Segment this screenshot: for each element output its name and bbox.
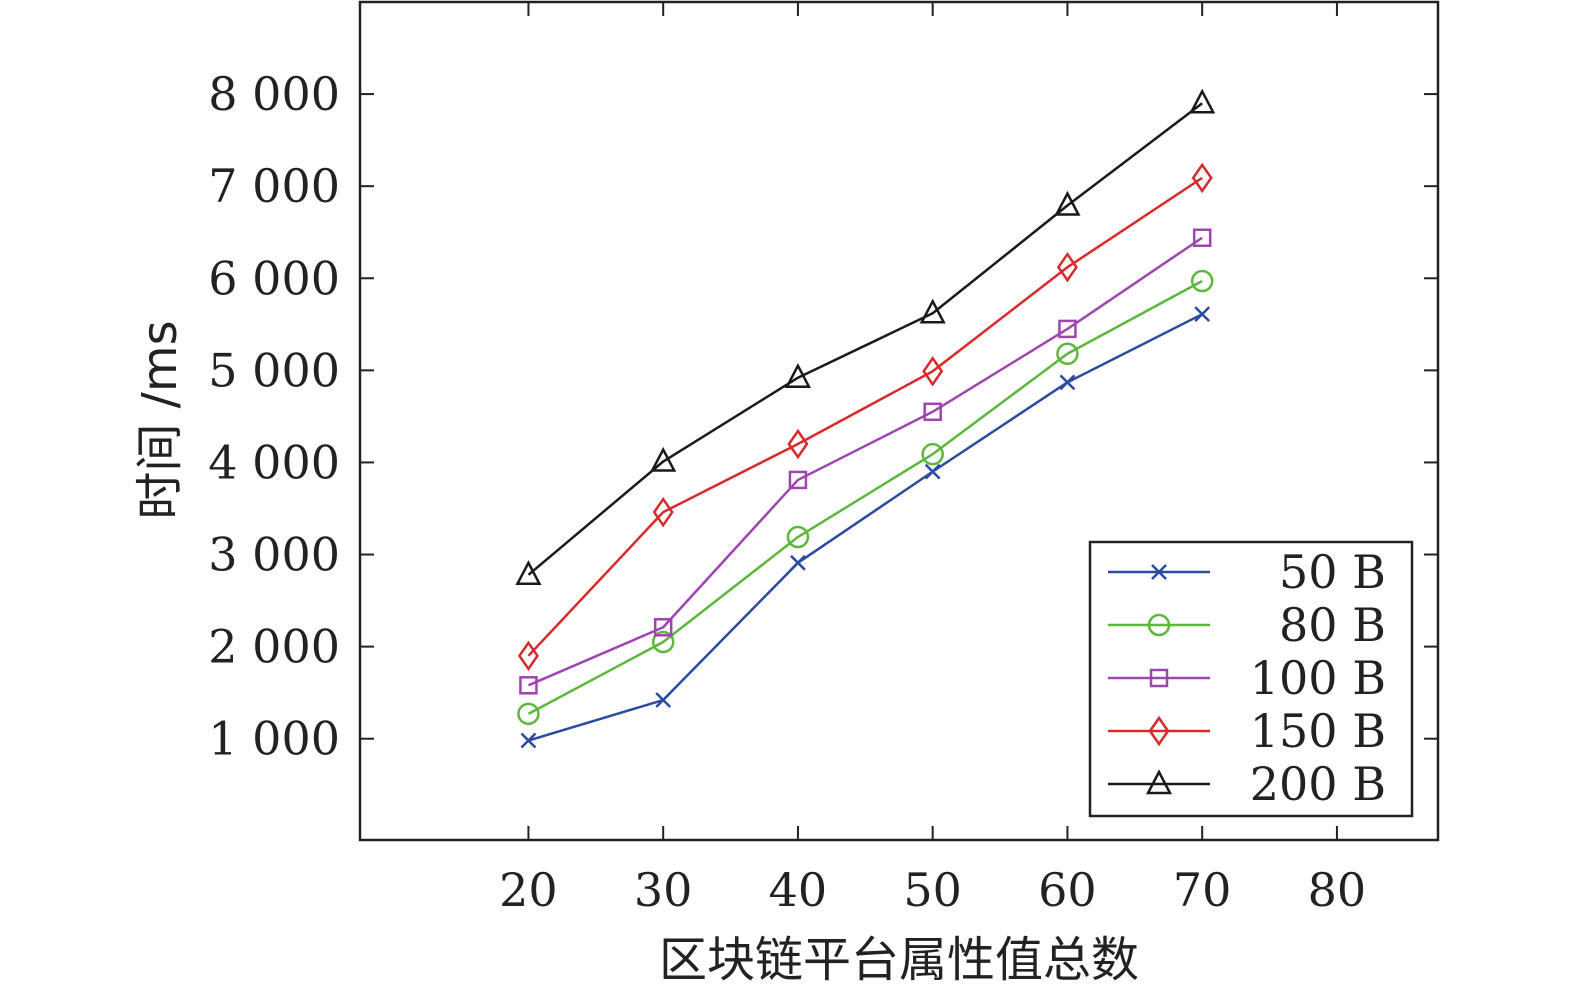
legend-item: 150 B (1108, 704, 1386, 758)
legend-label: 200 B (1250, 757, 1386, 811)
data-point (1059, 374, 1076, 391)
y-axis-title: 时间 /ms (132, 320, 188, 519)
data-point (650, 446, 677, 472)
y-tick-label: 4 000 (208, 435, 340, 489)
legend-swatch-marker (1148, 715, 1170, 747)
data-point (1191, 162, 1213, 194)
series-0 (520, 306, 1211, 749)
legend-item: 80 B (1108, 598, 1386, 652)
data-point (1056, 342, 1079, 366)
data-point (1192, 228, 1212, 247)
x-tick-label: 60 (1038, 863, 1097, 917)
series-4 (515, 88, 1216, 586)
x-tick-label: 80 (1308, 863, 1367, 917)
y-tick-label: 7 000 (208, 159, 340, 213)
series-line (527, 279, 1203, 715)
data-point (788, 470, 808, 490)
y-tick-label: 3 000 (208, 528, 340, 582)
legend-swatch-marker (1145, 769, 1173, 795)
y-tick-label: 6 000 (208, 251, 340, 305)
legend-item: 100 B (1108, 651, 1386, 705)
data-point (1058, 319, 1077, 339)
legend-item: 50 B (1108, 545, 1386, 599)
legend-label: 100 B (1250, 651, 1386, 705)
data-point (655, 692, 672, 708)
legend-item: 200 B (1108, 757, 1386, 811)
series-line (528, 313, 1203, 742)
data-point (1190, 269, 1214, 293)
data-point (515, 560, 542, 586)
data-point (924, 463, 941, 480)
series-layer (515, 88, 1216, 749)
series-2 (519, 228, 1212, 695)
y-tick-label: 1 000 (208, 712, 340, 766)
series-1 (517, 269, 1214, 726)
y-axis-ticks: 1 000 2 000 3 000 4 000 5 000 6 000 7 000 8 000 (208, 67, 1438, 766)
data-point (786, 525, 810, 549)
data-point (1194, 306, 1211, 323)
legend-swatch-marker (1151, 564, 1167, 580)
series-line (527, 236, 1203, 687)
data-point (787, 428, 809, 460)
x-tick-label: 70 (1173, 863, 1232, 917)
series-line (527, 102, 1203, 576)
legend-label: 50 B (1279, 545, 1386, 599)
data-point (517, 640, 539, 672)
legend-label: 80 B (1279, 598, 1386, 652)
data-point (921, 442, 944, 466)
legend-label: 150 B (1250, 704, 1386, 758)
data-point (651, 630, 675, 654)
legend-swatch-marker (1149, 668, 1169, 688)
y-tick-label: 5 000 (208, 343, 340, 397)
series-line (527, 176, 1203, 657)
data-point (652, 496, 674, 528)
x-tick-label: 30 (634, 863, 693, 917)
data-point (1056, 252, 1078, 283)
data-point (790, 554, 806, 571)
data-point (520, 732, 537, 749)
data-point (923, 402, 942, 422)
y-tick-label: 8 000 (208, 67, 340, 121)
x-tick-label: 40 (769, 863, 828, 917)
data-point (519, 676, 538, 695)
data-point (1054, 190, 1081, 216)
series-3 (517, 162, 1213, 672)
data-point (653, 618, 673, 637)
data-point (784, 363, 812, 388)
data-point (919, 298, 946, 324)
data-point (1189, 88, 1216, 114)
data-point (517, 702, 540, 726)
legend-swatch-marker (1147, 613, 1171, 637)
x-axis-title: 区块链平台属性值总数 (659, 932, 1139, 988)
x-axis-ticks: 20 30 40 50 60 70 80 (499, 2, 1366, 917)
data-point (922, 356, 944, 387)
x-tick-label: 50 (903, 863, 962, 917)
x-tick-label: 20 (499, 863, 558, 917)
y-tick-label: 2 000 (208, 620, 340, 674)
plot-frame (358, 0, 1440, 842)
